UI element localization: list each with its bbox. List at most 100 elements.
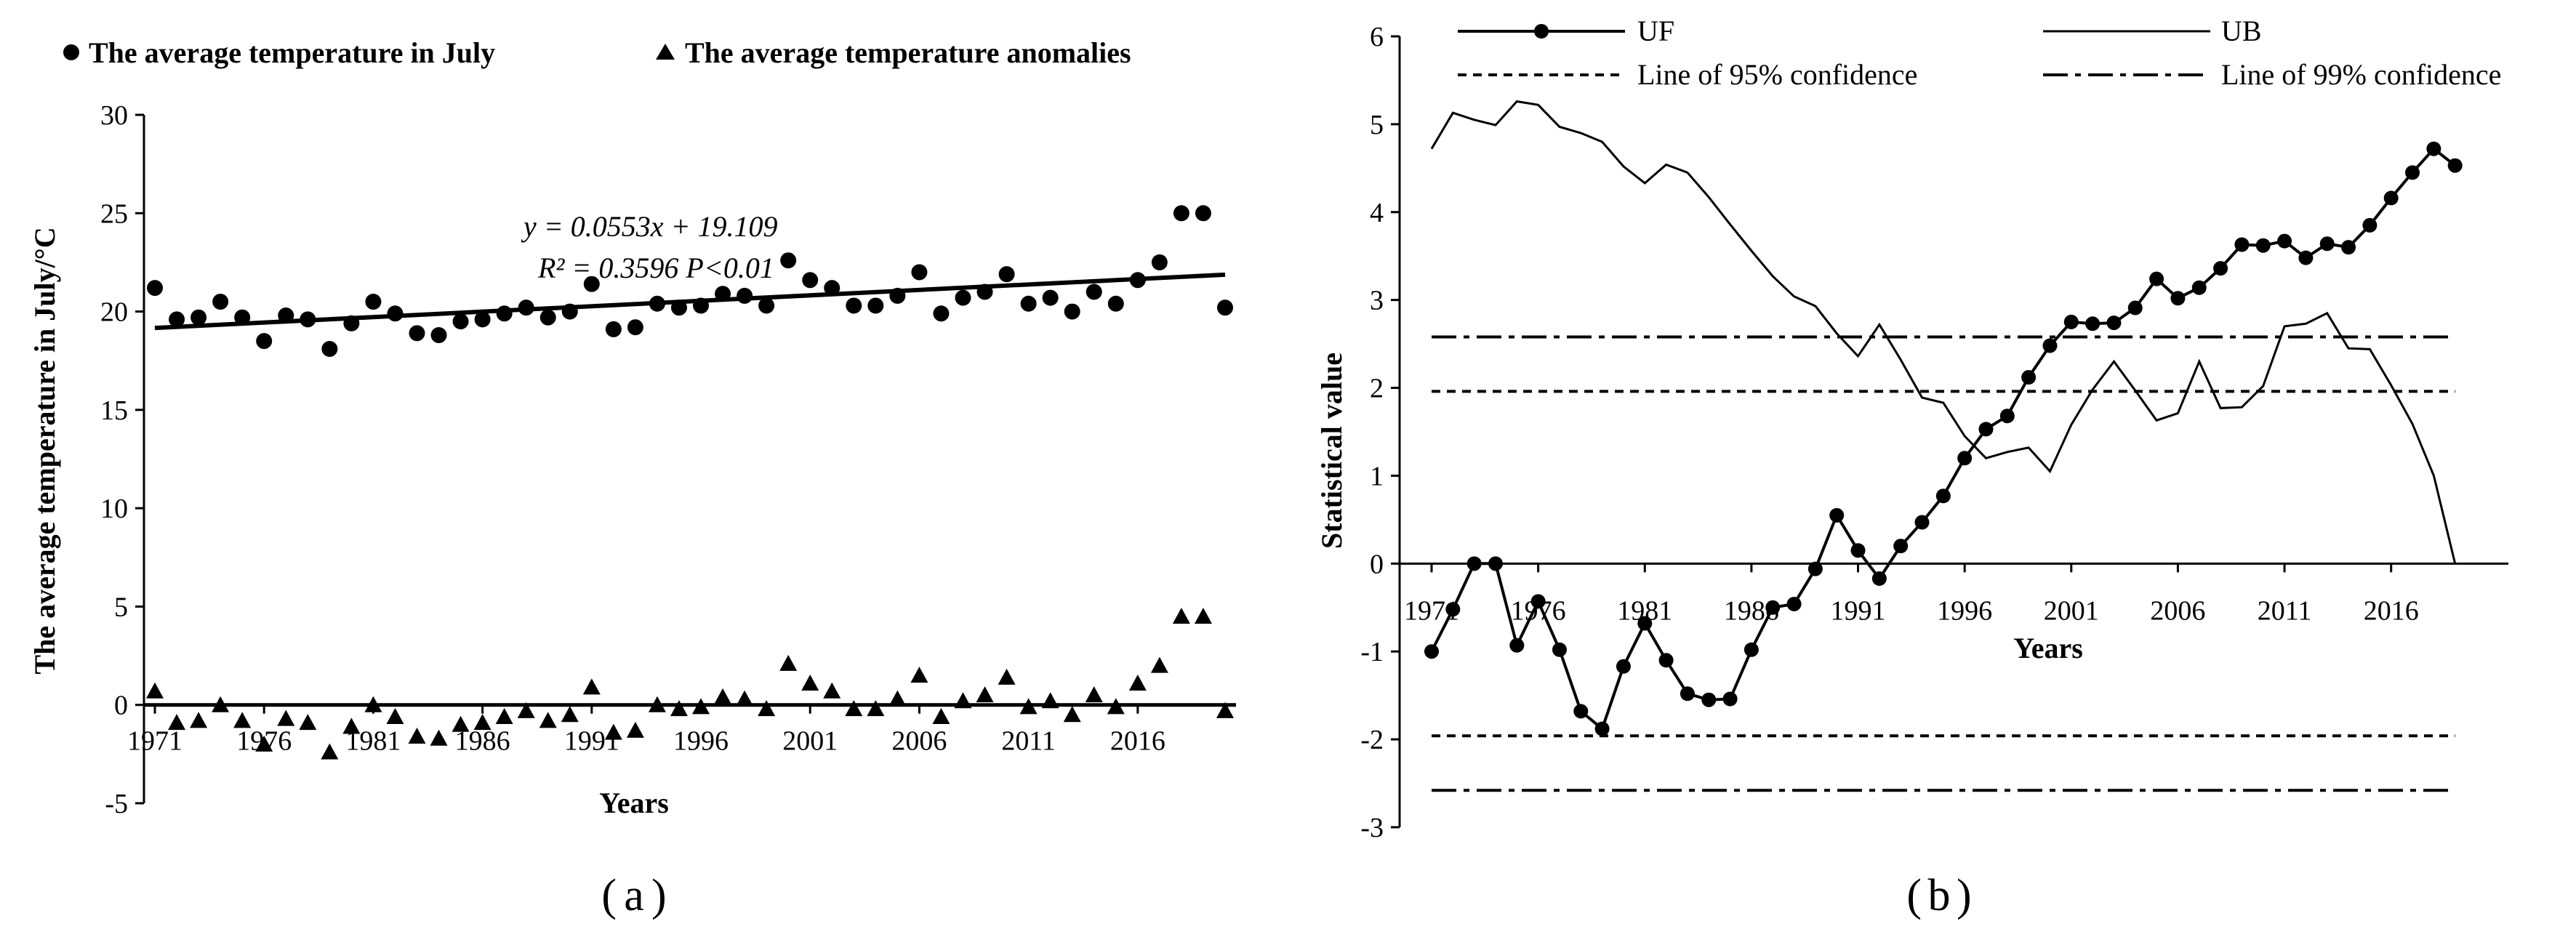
panel-a-y-tick-label: 5 [114,592,128,622]
uf-point [2341,240,2356,255]
uf-point [2383,190,2399,206]
uf-point [2255,238,2271,253]
legend-uf-marker [1534,24,1549,39]
anomaly-point [582,678,601,695]
anomaly-point [954,692,972,709]
temperature-point [758,297,775,314]
panel-b-y-tick-label: 6 [1370,22,1384,52]
temperature-point [169,311,185,328]
uf-point [1786,596,1802,611]
uf-point [2085,316,2100,331]
legend-c99-label: Line of 99% confidence [2221,58,2501,91]
temperature-point [343,315,360,331]
temperature-point [1216,299,1233,316]
trendline-r2: R² = 0.3596 P<0.01 [537,252,774,284]
panel-b-y-tick-label: -3 [1360,813,1384,843]
uf-point [1807,561,1823,576]
anomaly-point [932,707,950,724]
uf-point [1680,686,1695,701]
temperature-point [1173,205,1189,222]
ub-series-line [1430,100,2457,564]
anomaly-point [801,674,819,691]
temperature-point [300,311,316,328]
panel-b-xlabel: Years [2013,632,2083,664]
temperature-point [693,297,710,314]
panel-b-label-close: ) [1957,871,1972,920]
anomaly-point [1107,698,1125,715]
uf-point [1829,507,1845,523]
panel-b-x-tick-label: 2001 [2044,595,2099,626]
anomaly-point [823,682,841,699]
uf-series-line [1430,146,2456,731]
panel-b-x-tick-label: 2006 [2150,595,2205,626]
uf-point [1701,692,1717,707]
anomaly-point [670,700,688,717]
temperature-point [452,313,469,330]
uf-point [1765,600,1781,615]
anomaly-point [561,706,579,723]
panel-b-ylabel: Statistical value [1315,353,1348,549]
temperature-point [387,305,404,322]
uf-point [2213,261,2228,276]
anomaly-point [233,712,252,728]
uf-point [1893,539,1909,554]
anomaly-point [190,712,208,728]
temperature-point [998,266,1015,283]
panel-a-label-close: ) [651,871,667,920]
anomaly-point [779,654,798,671]
uf-point [2191,280,2207,295]
temperature-point [1064,303,1080,320]
temperature-point [867,297,884,314]
temperature-point [539,309,556,326]
uf-point [1744,642,1759,657]
uf-point [1722,691,1738,707]
panel-a-y-tick-label: 10 [100,494,128,524]
uf-point [1999,409,2015,424]
temperature-point [824,280,840,297]
panel-b-x-tick-label: 1991 [1831,595,1886,626]
anomaly-point [299,714,317,731]
panel-b-y-tick-label: -2 [1360,725,1384,755]
panel-a-y-tick-label: 20 [100,297,128,328]
legend-temperature-label: The average temperature in July [89,36,495,69]
temperature-point [1042,289,1059,306]
panel-a-x-tick-label: 2006 [891,726,947,757]
uf-point [1658,653,1674,668]
anomaly-point [255,735,273,752]
anomaly-point [758,700,776,717]
panel-a-marks [146,205,1234,760]
uf-point [1637,616,1653,631]
panel-b-y-tick-label: -1 [1360,637,1384,667]
panel-b-x-tick-label: 2016 [2364,595,2419,626]
anomaly-point [976,686,994,703]
temperature-point [518,299,534,316]
temperature-point [409,325,425,342]
uf-point [1530,594,1546,609]
temperature-point [627,319,643,336]
temperature-point [1020,295,1037,312]
uf-point [2426,141,2441,156]
panel-a-x-tick-label: 1971 [127,726,182,757]
temperature-point [1151,254,1168,270]
anomaly-point [998,668,1016,685]
uf-point [1914,515,1930,530]
panel-a-y-tick-label: -5 [105,789,128,819]
temperature-point [474,311,491,328]
temperature-point [278,307,294,323]
panel-b-label-open: ( [1906,871,1922,920]
panel-a-x-tick-label: 2011 [1001,726,1056,757]
panel-b-marks [1424,100,2463,792]
uf-point [2042,338,2058,353]
uf-point [2405,165,2420,180]
uf-point [2319,236,2335,252]
panel-b-y-tick-label: 0 [1370,549,1384,579]
anomaly-point [736,690,754,707]
uf-point [1957,451,1973,466]
anomaly-point [626,721,644,738]
anomaly-point [714,688,732,704]
temperature-point [234,309,251,326]
panel-a-y-tick-label: 15 [100,395,128,426]
anomaly-point [473,714,491,731]
temperature-point [256,333,273,350]
